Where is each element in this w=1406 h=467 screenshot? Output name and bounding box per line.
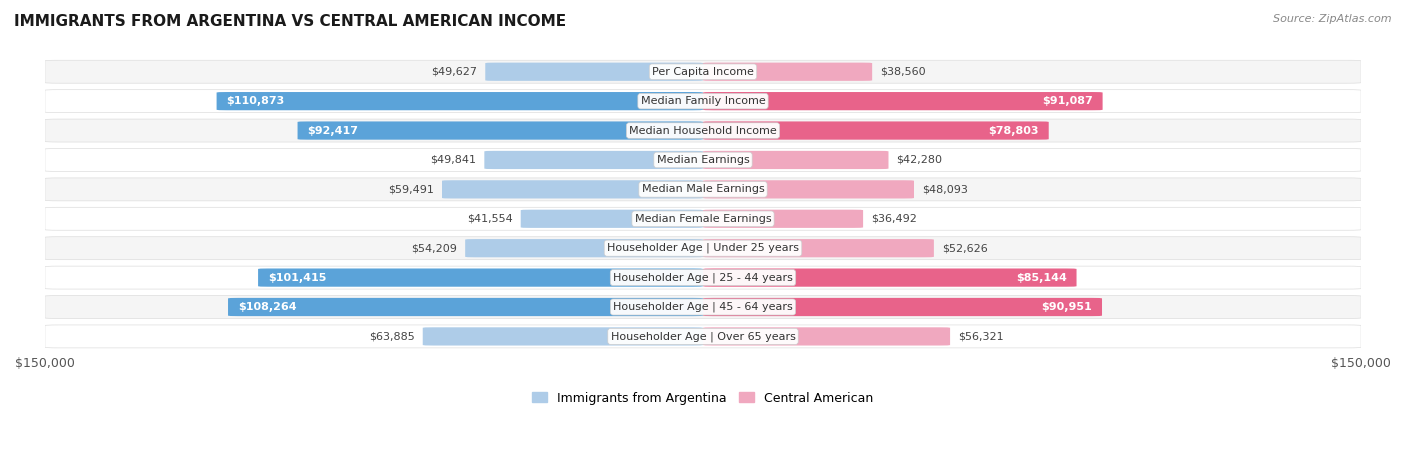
Text: $52,626: $52,626 bbox=[942, 243, 987, 253]
Text: $85,144: $85,144 bbox=[1015, 273, 1067, 283]
FancyBboxPatch shape bbox=[520, 210, 703, 228]
Text: $92,417: $92,417 bbox=[308, 126, 359, 135]
Text: Median Family Income: Median Family Income bbox=[641, 96, 765, 106]
FancyBboxPatch shape bbox=[485, 63, 703, 81]
Text: $48,093: $48,093 bbox=[922, 184, 967, 194]
FancyBboxPatch shape bbox=[423, 327, 703, 346]
FancyBboxPatch shape bbox=[703, 327, 950, 346]
FancyBboxPatch shape bbox=[45, 207, 1361, 230]
Text: Median Earnings: Median Earnings bbox=[657, 155, 749, 165]
FancyBboxPatch shape bbox=[441, 180, 703, 198]
Text: $49,627: $49,627 bbox=[432, 67, 478, 77]
FancyBboxPatch shape bbox=[45, 119, 1361, 142]
FancyBboxPatch shape bbox=[484, 151, 703, 169]
Text: $91,087: $91,087 bbox=[1042, 96, 1092, 106]
Text: Median Male Earnings: Median Male Earnings bbox=[641, 184, 765, 194]
FancyBboxPatch shape bbox=[465, 239, 703, 257]
Text: $36,492: $36,492 bbox=[870, 214, 917, 224]
FancyBboxPatch shape bbox=[45, 237, 1361, 260]
Text: Median Female Earnings: Median Female Earnings bbox=[634, 214, 772, 224]
Text: $101,415: $101,415 bbox=[269, 273, 326, 283]
Text: $54,209: $54,209 bbox=[412, 243, 457, 253]
Text: $108,264: $108,264 bbox=[238, 302, 297, 312]
Text: $90,951: $90,951 bbox=[1042, 302, 1092, 312]
Text: $49,841: $49,841 bbox=[430, 155, 477, 165]
Legend: Immigrants from Argentina, Central American: Immigrants from Argentina, Central Ameri… bbox=[527, 387, 879, 410]
Text: Per Capita Income: Per Capita Income bbox=[652, 67, 754, 77]
FancyBboxPatch shape bbox=[228, 298, 703, 316]
FancyBboxPatch shape bbox=[45, 90, 1361, 113]
FancyBboxPatch shape bbox=[703, 63, 872, 81]
Text: $63,885: $63,885 bbox=[370, 332, 415, 341]
FancyBboxPatch shape bbox=[703, 121, 1049, 140]
FancyBboxPatch shape bbox=[703, 151, 889, 169]
FancyBboxPatch shape bbox=[45, 178, 1361, 201]
Text: $59,491: $59,491 bbox=[388, 184, 434, 194]
Text: $41,554: $41,554 bbox=[467, 214, 513, 224]
FancyBboxPatch shape bbox=[703, 298, 1102, 316]
Text: $42,280: $42,280 bbox=[897, 155, 942, 165]
Text: Householder Age | 25 - 44 years: Householder Age | 25 - 44 years bbox=[613, 272, 793, 283]
FancyBboxPatch shape bbox=[259, 269, 703, 287]
Text: Householder Age | 45 - 64 years: Householder Age | 45 - 64 years bbox=[613, 302, 793, 312]
Text: $78,803: $78,803 bbox=[988, 126, 1039, 135]
Text: Householder Age | Over 65 years: Householder Age | Over 65 years bbox=[610, 331, 796, 342]
Text: Householder Age | Under 25 years: Householder Age | Under 25 years bbox=[607, 243, 799, 254]
FancyBboxPatch shape bbox=[45, 149, 1361, 171]
FancyBboxPatch shape bbox=[45, 266, 1361, 289]
Text: $38,560: $38,560 bbox=[880, 67, 925, 77]
FancyBboxPatch shape bbox=[45, 60, 1361, 83]
FancyBboxPatch shape bbox=[703, 92, 1102, 110]
FancyBboxPatch shape bbox=[45, 325, 1361, 348]
Text: $110,873: $110,873 bbox=[226, 96, 284, 106]
FancyBboxPatch shape bbox=[217, 92, 703, 110]
FancyBboxPatch shape bbox=[298, 121, 703, 140]
Text: IMMIGRANTS FROM ARGENTINA VS CENTRAL AMERICAN INCOME: IMMIGRANTS FROM ARGENTINA VS CENTRAL AME… bbox=[14, 14, 567, 29]
FancyBboxPatch shape bbox=[703, 210, 863, 228]
Text: $56,321: $56,321 bbox=[957, 332, 1004, 341]
FancyBboxPatch shape bbox=[45, 296, 1361, 318]
FancyBboxPatch shape bbox=[703, 239, 934, 257]
Text: Source: ZipAtlas.com: Source: ZipAtlas.com bbox=[1274, 14, 1392, 24]
FancyBboxPatch shape bbox=[703, 180, 914, 198]
FancyBboxPatch shape bbox=[703, 269, 1077, 287]
Text: Median Household Income: Median Household Income bbox=[628, 126, 778, 135]
